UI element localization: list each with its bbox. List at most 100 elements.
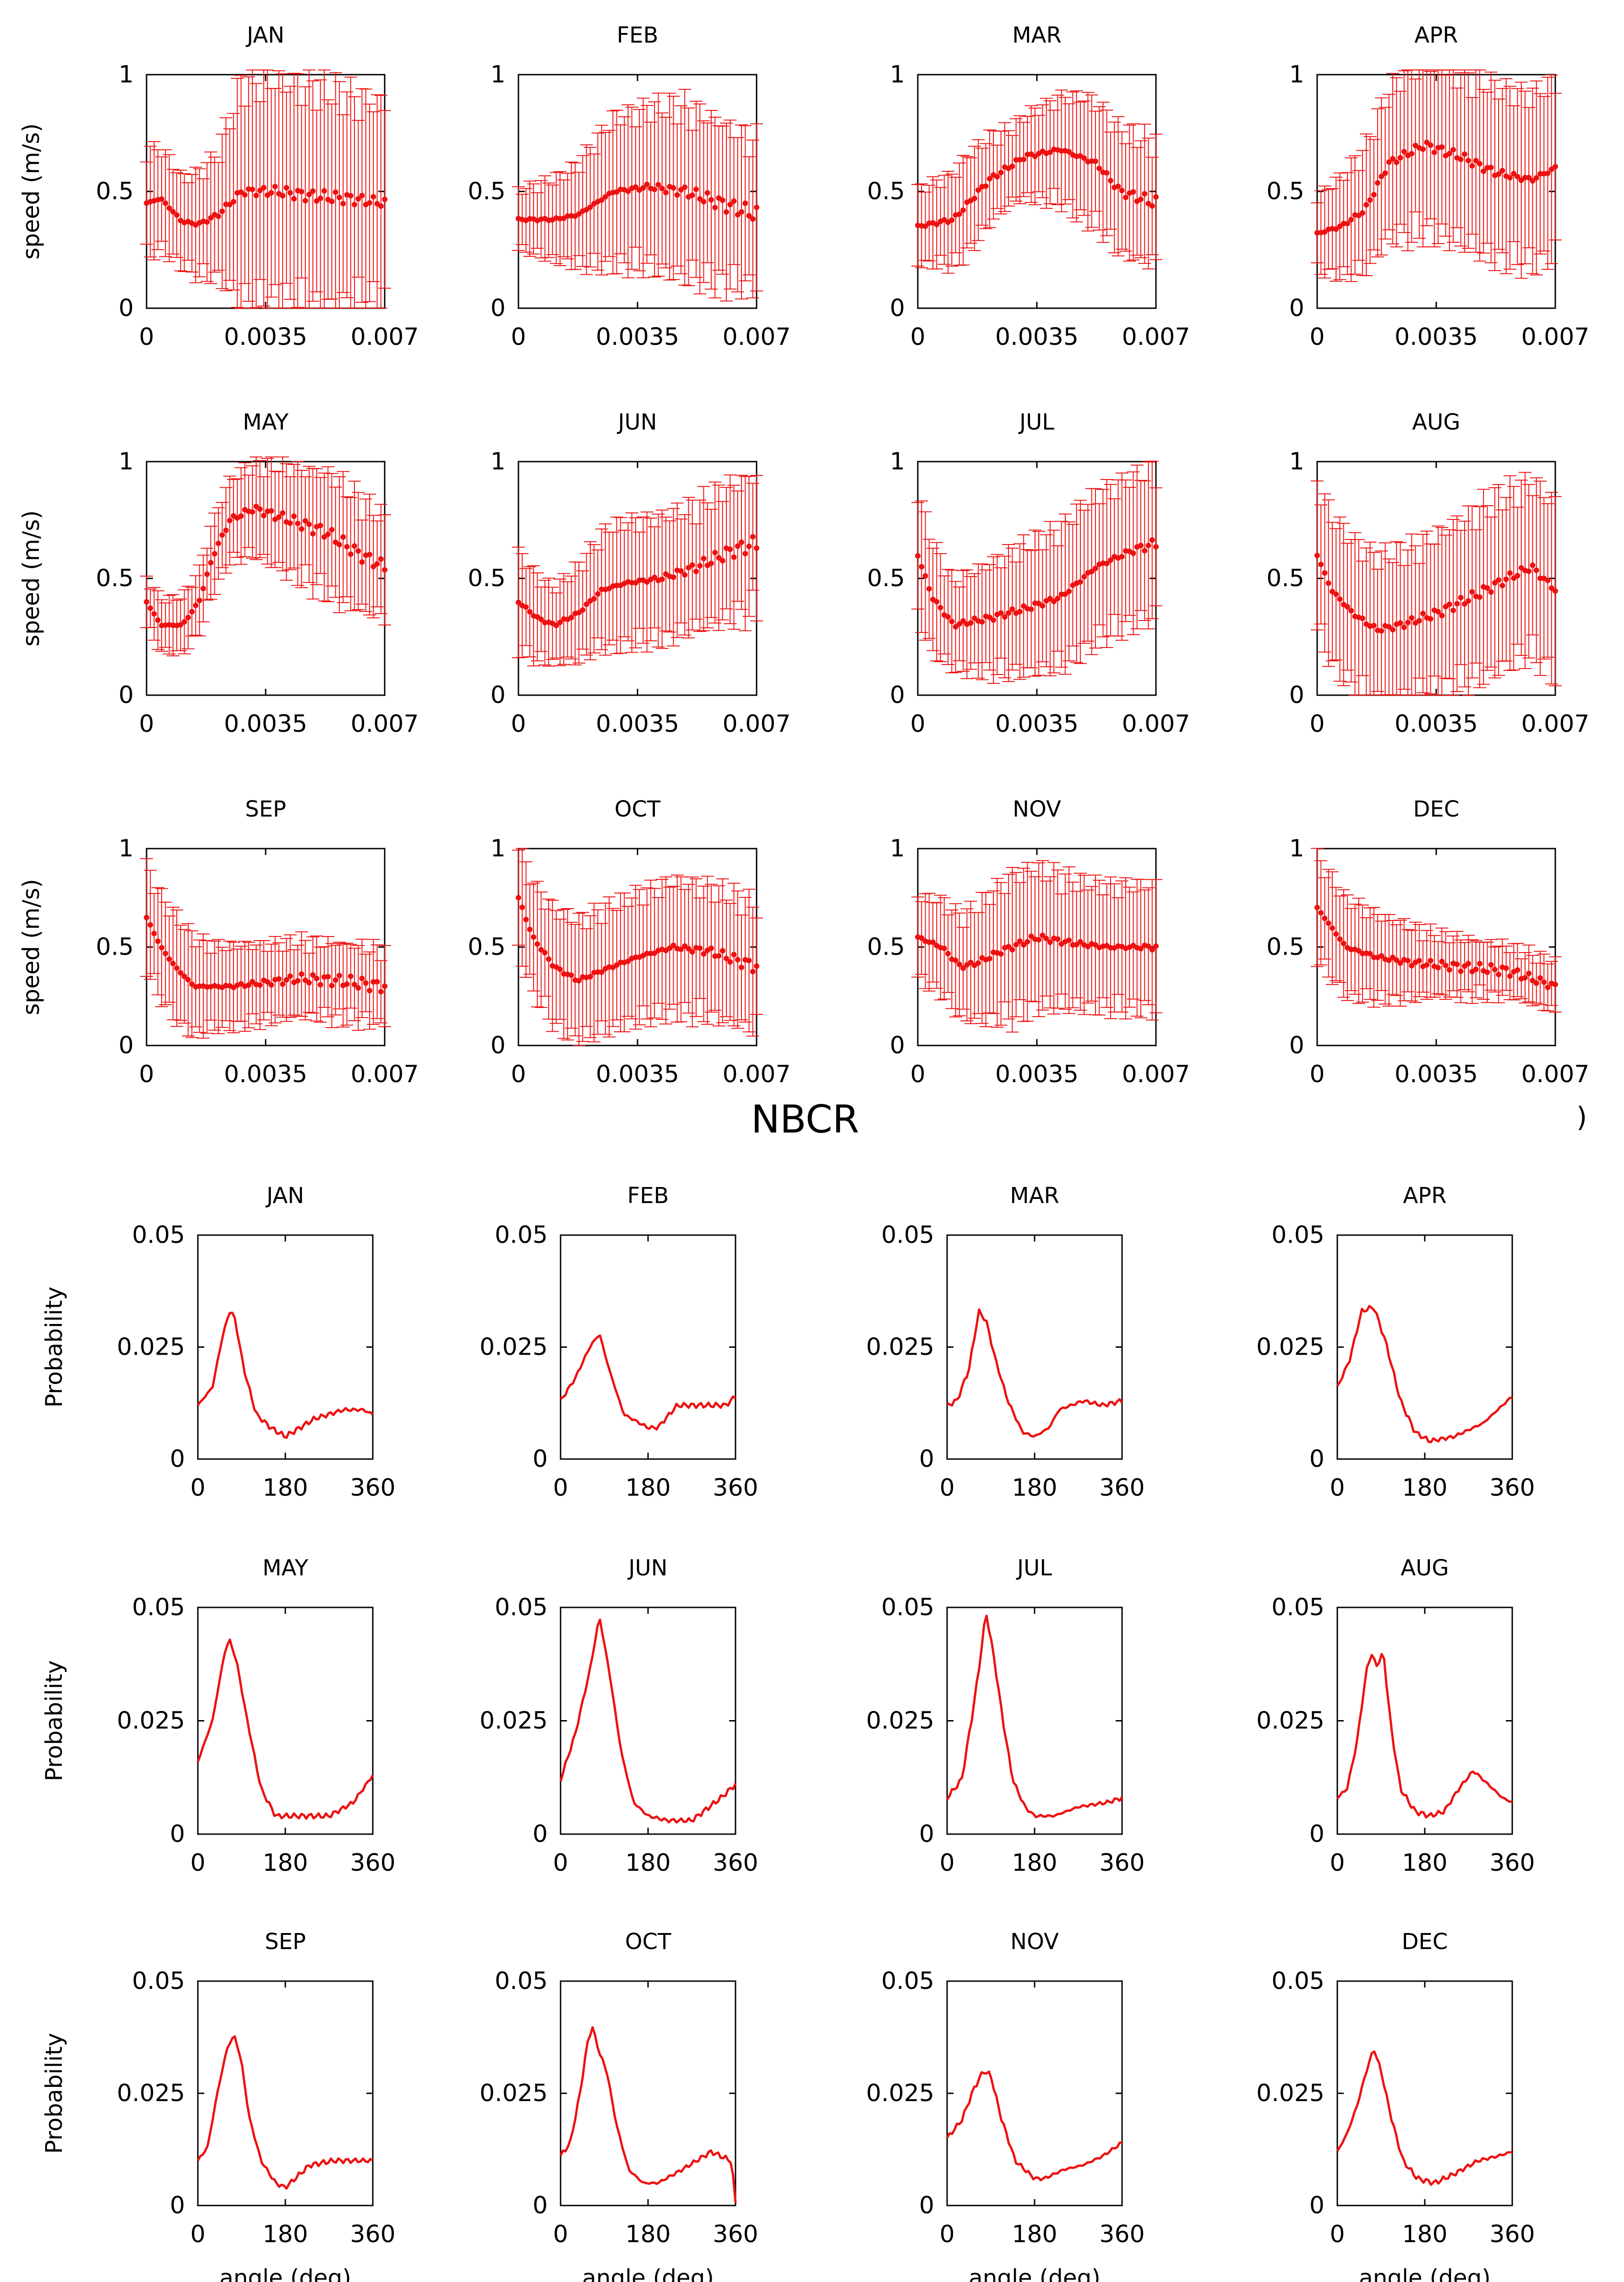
- data-point: [1318, 561, 1324, 567]
- x-tick-label: 0.007: [1521, 323, 1590, 351]
- data-point: [1367, 197, 1373, 203]
- data-point: [299, 526, 305, 532]
- data-point: [534, 941, 540, 947]
- data-point: [735, 212, 741, 218]
- data-point: [625, 188, 631, 194]
- data-point: [527, 926, 533, 932]
- data-point: [953, 624, 959, 630]
- y-tick-label: 1: [490, 448, 506, 475]
- data-point: [1488, 164, 1494, 170]
- data-point: [953, 957, 959, 963]
- data-point: [1002, 614, 1008, 620]
- data-point: [155, 617, 161, 623]
- plot-frame: [917, 461, 1157, 696]
- data-point: [1537, 171, 1543, 177]
- data-point: [1055, 595, 1061, 601]
- data-point: [975, 187, 981, 193]
- data-point: [1553, 588, 1558, 594]
- chart-group-direction: JAN 0 0.025 0.05 0 180 360 Probability FEB 0 0.025…: [41, 1183, 1535, 2282]
- data-point: [1458, 968, 1464, 974]
- data-point: [1428, 616, 1433, 622]
- panel-direction-feb: FEB 0 0.025 0.05 0 180 360: [480, 1183, 758, 1502]
- data-point: [336, 542, 342, 548]
- data-point: [735, 543, 741, 549]
- series-line: [559, 1618, 737, 1824]
- x-tick-label: 0: [139, 323, 154, 351]
- y-tick-label: 0.025: [866, 1334, 934, 1361]
- x-tick-label: 0.007: [351, 1061, 419, 1088]
- data-point: [568, 615, 574, 621]
- data-point: [1461, 151, 1467, 157]
- data-point: [163, 200, 169, 206]
- data-point: [1153, 544, 1159, 550]
- panel-title: OCT: [615, 796, 661, 822]
- data-point: [299, 971, 305, 977]
- data-point: [253, 192, 259, 198]
- x-tick-label: 0.0035: [1395, 710, 1478, 738]
- data-point: [716, 953, 722, 959]
- x-tick-label: 360: [713, 1474, 758, 1502]
- plot-frame: [560, 1234, 736, 1460]
- data-point: [310, 972, 316, 978]
- data-point: [1028, 933, 1034, 939]
- x-tick-label: 180: [1402, 1849, 1447, 1877]
- y-tick-label: 0: [170, 2192, 185, 2219]
- data-point: [208, 560, 214, 566]
- y-tick-label: 0.5: [867, 933, 905, 961]
- data-point: [1466, 598, 1471, 604]
- data-point: [731, 554, 737, 560]
- data-point: [1397, 960, 1403, 966]
- data-point: [1149, 537, 1155, 543]
- data-point: [1089, 569, 1095, 575]
- x-tick-label: 0: [511, 710, 526, 738]
- data-point: [185, 977, 191, 983]
- y-tick-label: 0.025: [117, 2080, 185, 2107]
- data-point: [652, 574, 658, 580]
- data-point: [956, 211, 962, 217]
- panel-title: NOV: [1013, 796, 1061, 822]
- y-tick-label: 0.5: [468, 565, 506, 592]
- data-point: [693, 186, 699, 192]
- data-point: [941, 945, 947, 951]
- data-point: [1379, 174, 1384, 180]
- panel-title: MAY: [262, 1555, 309, 1581]
- data-point: [1360, 210, 1366, 216]
- data-point: [1507, 570, 1513, 576]
- data-point: [975, 960, 981, 966]
- x-tick-label: 0.007: [1521, 1061, 1590, 1088]
- x-tick-label: 0: [139, 710, 154, 738]
- data-point: [200, 586, 206, 592]
- data-point: [1138, 196, 1144, 202]
- data-point: [348, 193, 354, 199]
- data-point: [746, 213, 752, 219]
- data-point: [1424, 962, 1430, 968]
- data-point: [1130, 550, 1136, 556]
- data-point: [1503, 576, 1509, 582]
- data-point: [971, 196, 977, 202]
- data-point: [750, 534, 756, 540]
- data-point: [283, 977, 289, 983]
- data-point: [697, 196, 703, 202]
- plot-frame: [146, 74, 386, 309]
- x-tick-label: 0: [1330, 1849, 1345, 1877]
- data-point: [945, 951, 951, 957]
- data-point: [655, 182, 661, 188]
- y-tick-label: 1: [490, 61, 506, 88]
- y-tick-label: 0: [533, 1445, 548, 1473]
- data-point: [1496, 577, 1502, 583]
- x-tick-label: 360: [713, 1849, 758, 1877]
- data-point: [1115, 183, 1121, 189]
- data-point: [306, 980, 312, 986]
- data-point: [166, 205, 172, 211]
- x-tick-label: 0.007: [723, 323, 791, 351]
- panel-title: JUN: [616, 409, 657, 435]
- data-point: [1405, 958, 1411, 964]
- y-tick-label: 0.025: [480, 1334, 548, 1361]
- data-point: [1382, 170, 1388, 176]
- data-point: [998, 169, 1004, 175]
- data-point: [295, 520, 301, 526]
- x-tick-label: 0: [553, 1474, 568, 1502]
- data-point: [949, 217, 955, 223]
- data-point: [1390, 156, 1396, 162]
- panel-direction-nov: NOV 0 0.025 0.05 0 180 360 angle (deg): [866, 1929, 1145, 2282]
